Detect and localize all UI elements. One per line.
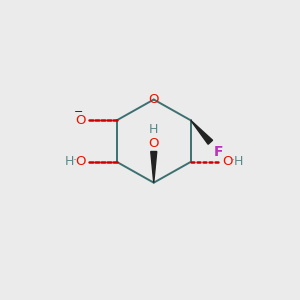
Polygon shape	[151, 152, 157, 183]
Text: −: −	[74, 106, 83, 116]
Text: O: O	[75, 114, 86, 127]
Text: O: O	[148, 137, 159, 150]
Text: H: H	[149, 124, 158, 136]
Text: ·: ·	[73, 154, 77, 167]
Text: H: H	[233, 155, 243, 168]
Polygon shape	[191, 120, 213, 144]
Text: F: F	[214, 145, 223, 159]
Text: O: O	[148, 93, 159, 106]
Text: H: H	[65, 155, 74, 168]
Text: O: O	[222, 155, 232, 168]
Text: O: O	[75, 155, 86, 168]
Text: ·: ·	[231, 154, 235, 167]
